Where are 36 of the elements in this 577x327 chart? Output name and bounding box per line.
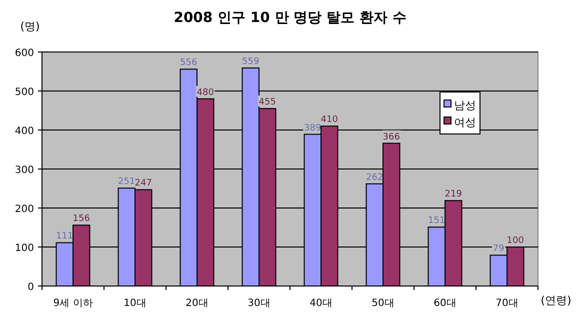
x-tick-label: 30대 bbox=[248, 298, 270, 309]
data-label: 156 bbox=[72, 214, 90, 224]
data-label: 151 bbox=[428, 216, 446, 226]
data-label: 251 bbox=[118, 177, 136, 188]
x-tick-label: 40대 bbox=[310, 298, 332, 309]
data-label: 410 bbox=[320, 115, 338, 126]
y-tick-label: 200 bbox=[14, 204, 34, 215]
x-tick-label: 60대 bbox=[434, 298, 456, 309]
data-label: 219 bbox=[444, 190, 462, 200]
data-label: 262 bbox=[366, 172, 384, 183]
data-label: 556 bbox=[180, 58, 198, 68]
data-label: 100 bbox=[506, 236, 524, 246]
data-label: 455 bbox=[258, 98, 276, 108]
x-tick-label: 50대 bbox=[372, 298, 394, 309]
x-axis-title: (연령) bbox=[540, 294, 572, 307]
x-tick-label: 20대 bbox=[186, 298, 208, 309]
y-axis-title: (명) bbox=[20, 20, 40, 33]
x-tick-label: 9세 이하 bbox=[53, 298, 93, 309]
data-label: 247 bbox=[134, 178, 152, 189]
x-tick-label: 70대 bbox=[496, 298, 518, 309]
data-label: 389 bbox=[304, 123, 322, 134]
data-label: 79 bbox=[492, 244, 505, 254]
legend-label: 남성 bbox=[454, 99, 476, 112]
y-tick-label: 0 bbox=[28, 282, 34, 293]
data-label: 111 bbox=[56, 232, 74, 242]
data-label: 559 bbox=[242, 56, 260, 67]
y-tick-label: 600 bbox=[14, 48, 34, 59]
y-tick-label: 500 bbox=[14, 87, 34, 98]
data-label: 480 bbox=[196, 88, 214, 98]
y-tick-label: 400 bbox=[14, 126, 34, 137]
data-label: 366 bbox=[382, 132, 400, 142]
x-tick-label: 10대 bbox=[124, 298, 146, 309]
y-tick-label: 300 bbox=[14, 165, 34, 176]
chart-title: 2008 인구 10 만 명당 탈모 환자 수 bbox=[174, 10, 406, 26]
y-tick-label: 100 bbox=[14, 243, 34, 254]
legend-label: 여성 bbox=[454, 116, 476, 129]
